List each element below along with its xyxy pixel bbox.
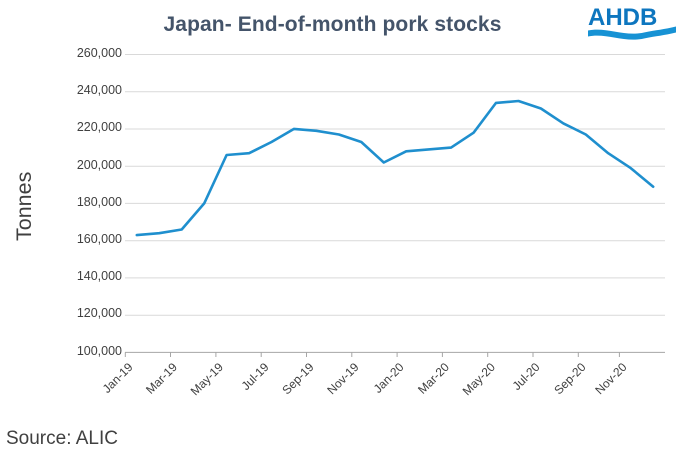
svg-text:AHDB: AHDB (588, 4, 657, 31)
